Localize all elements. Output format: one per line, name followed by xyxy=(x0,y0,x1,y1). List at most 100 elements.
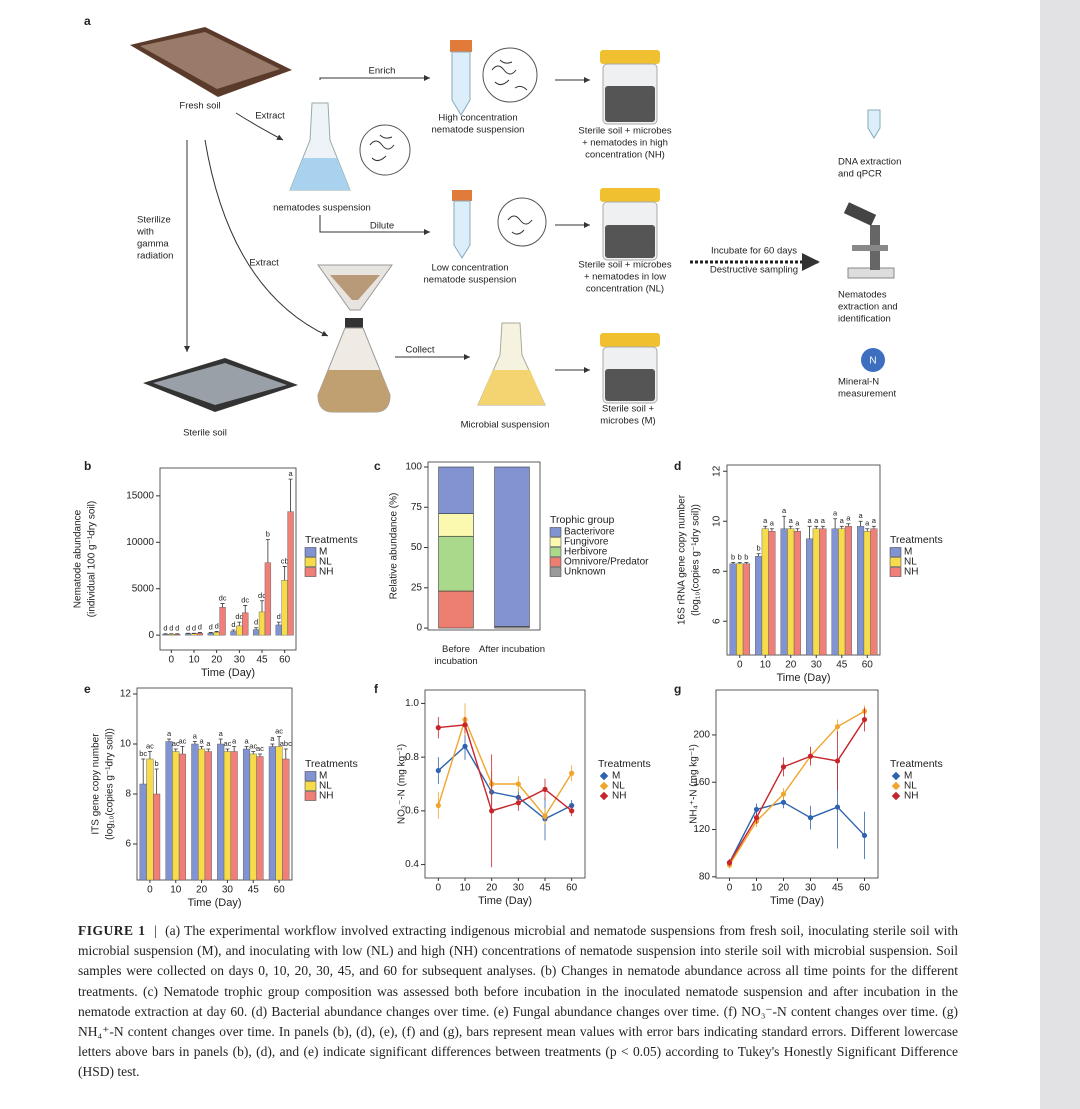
significance-letter: d xyxy=(231,620,235,629)
y-tick-label: 160 xyxy=(693,777,710,788)
y-tick-label: 5000 xyxy=(132,583,155,594)
error-bar xyxy=(731,562,736,564)
bar xyxy=(806,538,814,656)
point xyxy=(780,764,787,770)
x-axis-label: Time (Day) xyxy=(478,895,532,907)
error-bar xyxy=(871,525,876,529)
error-bar xyxy=(254,627,259,630)
error-bar xyxy=(260,600,264,612)
workflow-diagram: a Fresh soil Extract nematodes suspensio… xyxy=(84,14,901,438)
point xyxy=(861,832,868,839)
significance-letter: dc xyxy=(258,591,266,600)
legend-label: NH xyxy=(612,791,626,802)
bar xyxy=(275,746,283,881)
legend-label: NH xyxy=(319,791,333,802)
label: High concentration xyxy=(438,113,517,124)
error-bar xyxy=(197,632,202,634)
x-tick-label: 30 xyxy=(222,885,234,896)
panel-label: b xyxy=(84,459,91,473)
legend-label: Omnivore/Predator xyxy=(564,557,649,568)
arrow xyxy=(319,75,430,81)
x-tick-label: 30 xyxy=(513,883,525,894)
significance-letter: ac xyxy=(275,726,283,735)
significance-letter: a xyxy=(808,516,813,525)
point xyxy=(780,799,787,805)
significance-letter: ac xyxy=(179,736,187,745)
x-tick-label: 60 xyxy=(274,885,286,896)
bar xyxy=(812,528,820,656)
significance-letter: cb xyxy=(281,556,289,565)
jar-soil xyxy=(605,225,655,258)
plot-frame xyxy=(136,687,293,881)
caption-separator: | xyxy=(153,923,157,938)
label: Microbial suspension xyxy=(461,420,550,431)
legend-label: M xyxy=(904,771,912,782)
significance-letter: ac xyxy=(256,744,264,753)
tube xyxy=(867,109,881,139)
significance-letter: a xyxy=(846,514,851,523)
label: radiation xyxy=(137,251,173,262)
legend-label: Herbivore xyxy=(564,547,608,558)
legend-swatch xyxy=(549,567,562,577)
point xyxy=(542,786,548,792)
bar xyxy=(761,528,769,656)
bar xyxy=(217,743,225,881)
label: identification xyxy=(838,314,891,325)
soil xyxy=(153,363,287,405)
error-bar xyxy=(795,528,800,532)
arrow xyxy=(204,139,329,337)
legend-title: Trophic group xyxy=(550,514,615,526)
label: extraction and xyxy=(838,302,898,313)
legend-marker xyxy=(891,771,901,781)
x-tick-label: 20 xyxy=(486,883,498,894)
bar xyxy=(236,625,243,636)
legend-swatch xyxy=(304,557,317,567)
line xyxy=(438,724,573,812)
significance-letter: b xyxy=(266,529,270,538)
bar xyxy=(838,528,846,656)
x-tick-label: 20 xyxy=(778,883,790,894)
label: Destructive sampling xyxy=(710,265,798,276)
legend-marker xyxy=(599,771,609,781)
error-bar xyxy=(218,738,223,744)
bar xyxy=(780,528,788,656)
stopper xyxy=(345,318,363,328)
error-bar xyxy=(788,525,793,529)
y-tick-label: 15000 xyxy=(126,490,154,501)
bar-segment xyxy=(438,513,474,537)
x-tick-label: 10 xyxy=(751,883,763,894)
label: concentration (NH) xyxy=(585,150,665,161)
legend-label: NL xyxy=(612,781,625,792)
significance-letter: a xyxy=(763,516,768,525)
legend-swatch xyxy=(304,781,317,791)
tube-cap xyxy=(450,40,472,52)
error-bar xyxy=(214,631,219,633)
legend-swatch xyxy=(549,527,562,537)
x-tick-label: 20 xyxy=(211,655,223,666)
significance-letter: a xyxy=(782,506,787,515)
x-tick-label: 0 xyxy=(737,660,743,671)
y-tick-label: 0.4 xyxy=(405,859,419,870)
x-tick-label-box: After incubation xyxy=(479,644,545,655)
bar xyxy=(207,633,214,636)
plot-frame xyxy=(159,467,297,651)
panel-label: a xyxy=(84,14,91,28)
error-bar xyxy=(833,518,838,529)
y-tick-label: 100 xyxy=(405,462,422,473)
y-tick-label: 6 xyxy=(712,618,723,624)
bar xyxy=(172,751,180,881)
significance-letter: d xyxy=(186,623,190,632)
bar xyxy=(755,556,763,656)
point xyxy=(753,806,760,813)
bar xyxy=(275,624,282,636)
legend-label: NL xyxy=(904,781,917,792)
figure: a Fresh soil Extract nematodes suspensio… xyxy=(73,14,943,909)
significance-letter: a xyxy=(833,509,838,518)
legend-swatch xyxy=(889,557,902,567)
error-bar xyxy=(244,746,249,749)
label: Sterile soil + microbes xyxy=(578,126,671,137)
legend-label: NH xyxy=(904,567,918,578)
jar-lid xyxy=(600,188,660,202)
y-tick-label: 10000 xyxy=(126,537,154,548)
error-bar xyxy=(744,562,749,564)
